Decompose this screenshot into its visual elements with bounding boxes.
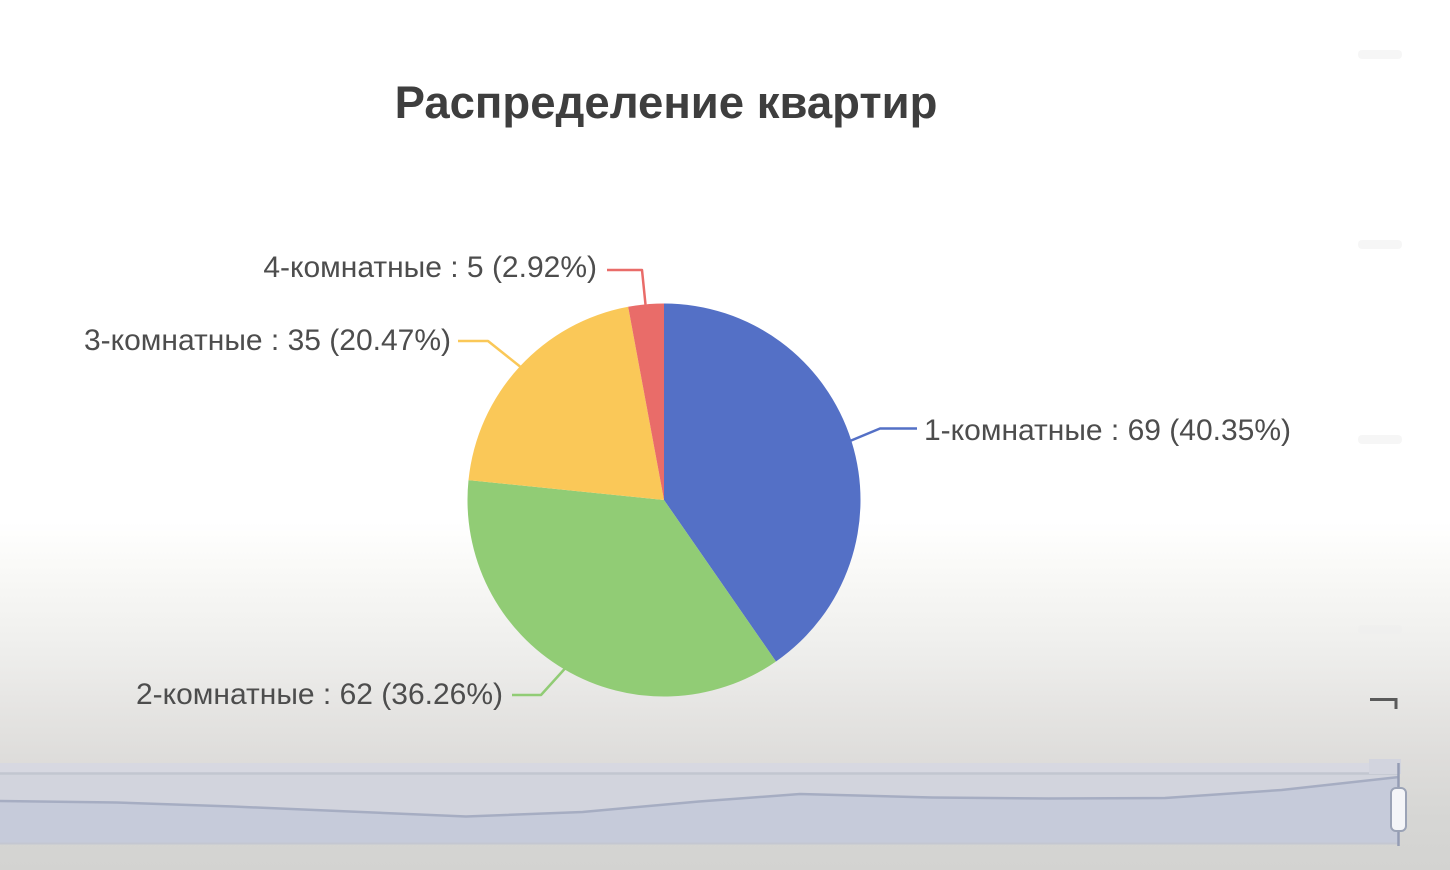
svg-text:2-комнатные : 62 (36.26%): 2-комнатные : 62 (36.26%) bbox=[136, 678, 503, 711]
svg-text:Распределение квартир: Распределение квартир bbox=[395, 77, 938, 128]
svg-text:1-комнатные : 69 (40.35%): 1-комнатные : 69 (40.35%) bbox=[924, 414, 1291, 447]
svg-text:4-комнатные : 5 (2.92%): 4-комнатные : 5 (2.92%) bbox=[263, 251, 597, 284]
svg-text:3-комнатные : 35 (20.47%): 3-комнатные : 35 (20.47%) bbox=[84, 324, 451, 357]
